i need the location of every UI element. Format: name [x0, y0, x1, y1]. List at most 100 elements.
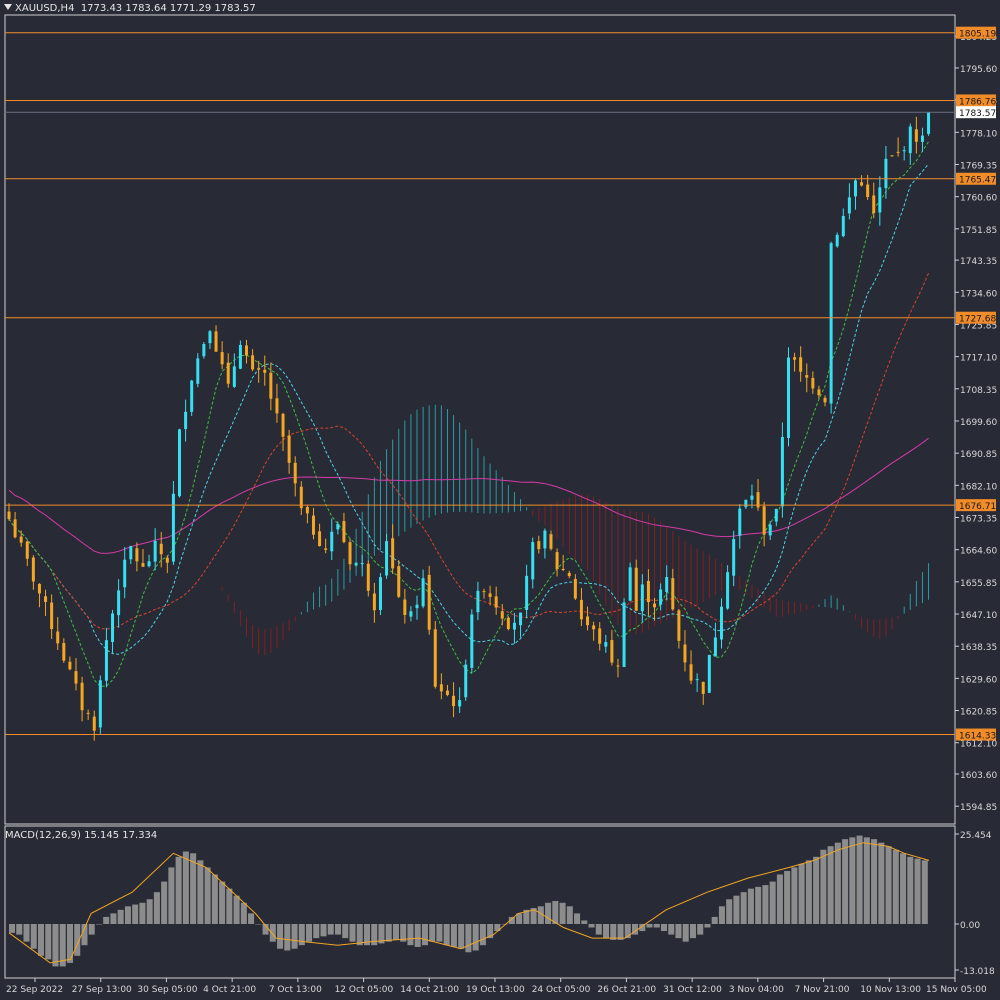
- candle-body: [464, 664, 468, 698]
- candle-body: [780, 436, 784, 507]
- candle-body: [269, 372, 273, 399]
- candle-body: [799, 357, 803, 372]
- macd-bar: [501, 923, 508, 925]
- macd-bar: [791, 867, 798, 924]
- y-tick-label: 1594.85: [960, 803, 997, 813]
- macd-bar: [689, 923, 696, 939]
- macd-bar: [545, 902, 552, 924]
- macd-bar: [291, 923, 298, 949]
- candle-body: [263, 369, 267, 373]
- candle-body: [841, 215, 845, 237]
- candle-body: [537, 541, 541, 550]
- candle-body: [689, 664, 693, 681]
- level-label: 1676.71: [959, 502, 996, 512]
- candle-body: [908, 126, 912, 154]
- candle-body: [415, 604, 419, 609]
- moving-average-line: [8, 437, 929, 554]
- macd-bar: [508, 916, 515, 924]
- candle-body: [762, 506, 766, 535]
- candle-body: [519, 612, 523, 626]
- y-tick-label: 1647.10: [960, 611, 997, 621]
- candle-body: [756, 492, 760, 508]
- macd-bar: [429, 923, 436, 942]
- candle-body: [592, 625, 596, 630]
- macd-bar: [516, 913, 523, 924]
- candle-body: [98, 680, 102, 728]
- macd-bar: [371, 923, 378, 946]
- candle-body: [555, 552, 559, 570]
- tenkan-line: [8, 163, 929, 655]
- dropdown-triangle-icon[interactable]: [4, 4, 12, 10]
- candle-body: [793, 357, 797, 360]
- price-panel-frame: [4, 14, 956, 825]
- macd-bar: [306, 923, 313, 942]
- candle-body: [598, 628, 602, 644]
- candle-body: [31, 557, 35, 582]
- macd-bar: [849, 837, 856, 924]
- candle-body: [165, 557, 169, 563]
- x-tick-label: 12 Oct 05:00: [335, 985, 394, 995]
- macd-bar: [197, 860, 204, 924]
- candle-body: [74, 671, 78, 684]
- candle-body: [403, 599, 407, 615]
- macd-bar: [378, 923, 385, 944]
- macd-bar: [639, 923, 646, 932]
- candle-body: [604, 642, 608, 647]
- x-tick-label: 3 Nov 04:00: [729, 985, 784, 995]
- candle-body: [220, 352, 224, 365]
- level-label: 1727.68: [959, 315, 996, 325]
- macd-bar: [559, 902, 566, 924]
- candle-body: [153, 540, 157, 562]
- macd-bar: [603, 923, 610, 939]
- macd-bar: [617, 923, 624, 940]
- candle-body: [202, 344, 206, 357]
- candle-body: [251, 355, 255, 370]
- macd-bar: [407, 923, 414, 946]
- y-tick-label: 1682.10: [960, 482, 997, 492]
- y-tick-label: 1603.60: [960, 771, 997, 781]
- macd-bar: [414, 923, 421, 947]
- candle-body: [506, 617, 510, 630]
- candle-body: [890, 155, 894, 157]
- macd-bar: [646, 923, 653, 928]
- macd-bar: [653, 923, 660, 928]
- macd-bar: [190, 853, 197, 924]
- macd-bar: [552, 901, 559, 924]
- y-tick-label: 1751.85: [960, 226, 997, 236]
- x-tick-label: 14 Oct 21:00: [400, 985, 459, 995]
- candle-body: [330, 531, 334, 552]
- macd-bar: [204, 867, 211, 924]
- macd-bar: [733, 895, 740, 924]
- candle-body: [385, 541, 389, 576]
- candle-body: [707, 654, 711, 693]
- macd-bar: [610, 923, 617, 940]
- macd-bar: [479, 923, 486, 946]
- y-tick-label: 1664.60: [960, 547, 997, 557]
- x-tick-label: 30 Sep 05:00: [137, 985, 197, 995]
- candle-body: [391, 538, 395, 569]
- candle-body: [543, 530, 547, 549]
- macd-bar: [863, 837, 870, 924]
- candle-body: [129, 546, 133, 560]
- x-tick-label: 27 Sep 13:00: [72, 985, 132, 995]
- candle-body: [610, 640, 614, 663]
- macd-bar: [37, 923, 45, 956]
- candle-body: [421, 578, 425, 607]
- macd-bar: [313, 923, 320, 939]
- candle-body: [482, 591, 486, 593]
- candle-body: [902, 150, 906, 152]
- candle-body: [805, 375, 809, 378]
- y-tick-label: 1725.85: [960, 321, 997, 331]
- candle-body: [299, 486, 303, 509]
- macd-bar: [421, 923, 428, 946]
- candle-body: [713, 637, 717, 657]
- macd-bar: [718, 906, 725, 924]
- macd-bar: [211, 874, 218, 924]
- y-tick-label: 1778.10: [960, 129, 997, 139]
- macd-bar: [697, 923, 704, 935]
- candle-body: [80, 682, 84, 711]
- candle-body: [433, 629, 437, 687]
- macd-label: MACD(12,26,9) 15.145 17.334: [5, 830, 158, 841]
- macd-bar: [769, 881, 776, 924]
